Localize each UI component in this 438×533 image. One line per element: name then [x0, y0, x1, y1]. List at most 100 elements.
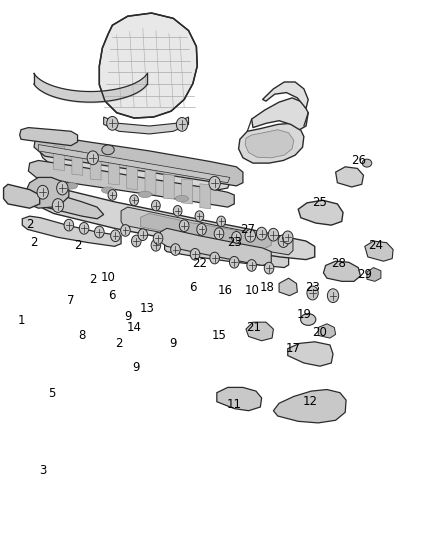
Text: 2: 2: [74, 239, 81, 252]
Ellipse shape: [37, 185, 48, 199]
Ellipse shape: [197, 223, 206, 235]
Text: 12: 12: [303, 395, 318, 408]
Text: 5: 5: [48, 387, 55, 400]
Text: 9: 9: [133, 361, 140, 374]
Ellipse shape: [173, 206, 182, 216]
Ellipse shape: [95, 226, 104, 238]
Polygon shape: [217, 387, 261, 411]
Polygon shape: [20, 127, 78, 146]
Polygon shape: [53, 146, 64, 171]
Ellipse shape: [245, 229, 255, 242]
Ellipse shape: [130, 195, 138, 206]
Ellipse shape: [180, 220, 189, 231]
Polygon shape: [145, 169, 156, 195]
Polygon shape: [279, 278, 297, 296]
Text: 29: 29: [357, 268, 372, 281]
Ellipse shape: [151, 239, 161, 251]
Polygon shape: [121, 207, 293, 255]
Ellipse shape: [278, 235, 289, 247]
Polygon shape: [104, 117, 188, 134]
Text: 14: 14: [127, 321, 141, 334]
Text: 8: 8: [78, 329, 85, 342]
Ellipse shape: [230, 256, 239, 268]
Ellipse shape: [210, 252, 219, 264]
Polygon shape: [109, 160, 119, 185]
Ellipse shape: [79, 222, 89, 234]
Ellipse shape: [87, 151, 99, 165]
Ellipse shape: [111, 230, 120, 241]
Polygon shape: [165, 240, 289, 268]
Text: 13: 13: [140, 302, 155, 316]
Ellipse shape: [327, 289, 339, 303]
Ellipse shape: [153, 232, 163, 244]
Ellipse shape: [108, 190, 117, 200]
Ellipse shape: [362, 159, 372, 167]
Text: 1: 1: [17, 314, 25, 327]
Text: 23: 23: [227, 236, 242, 249]
Polygon shape: [22, 216, 121, 246]
Text: 16: 16: [218, 284, 233, 297]
Text: 2: 2: [89, 273, 96, 286]
Polygon shape: [239, 123, 304, 163]
Polygon shape: [127, 165, 138, 190]
Ellipse shape: [209, 176, 220, 190]
Ellipse shape: [57, 181, 68, 195]
Polygon shape: [4, 184, 40, 208]
Ellipse shape: [300, 314, 316, 325]
Polygon shape: [40, 144, 230, 190]
Text: 23: 23: [305, 281, 320, 294]
Text: 22: 22: [192, 257, 207, 270]
Ellipse shape: [264, 262, 274, 274]
Polygon shape: [163, 174, 174, 199]
Polygon shape: [99, 13, 197, 118]
Polygon shape: [262, 82, 308, 109]
Ellipse shape: [120, 224, 130, 236]
Ellipse shape: [131, 235, 141, 247]
Polygon shape: [159, 228, 271, 265]
Text: 7: 7: [67, 294, 75, 308]
Polygon shape: [90, 155, 101, 180]
Ellipse shape: [214, 228, 224, 239]
Polygon shape: [367, 268, 381, 281]
Polygon shape: [182, 179, 192, 204]
Text: 20: 20: [312, 326, 327, 340]
Ellipse shape: [138, 229, 148, 240]
Ellipse shape: [64, 219, 74, 231]
Text: 15: 15: [212, 329, 226, 342]
Polygon shape: [246, 322, 273, 341]
Text: 24: 24: [368, 239, 383, 252]
Polygon shape: [273, 390, 346, 423]
Ellipse shape: [107, 116, 118, 130]
Polygon shape: [72, 150, 83, 175]
Text: 9: 9: [170, 337, 177, 350]
Ellipse shape: [102, 187, 115, 193]
Polygon shape: [323, 261, 360, 281]
Text: 3: 3: [39, 464, 46, 477]
Ellipse shape: [217, 216, 226, 227]
Ellipse shape: [171, 244, 180, 255]
Polygon shape: [141, 214, 271, 249]
Ellipse shape: [232, 231, 241, 243]
Polygon shape: [25, 177, 69, 208]
Text: 11: 11: [227, 398, 242, 411]
Text: 26: 26: [351, 154, 366, 167]
Ellipse shape: [247, 260, 256, 271]
Polygon shape: [34, 135, 243, 186]
Text: 2: 2: [30, 236, 38, 249]
Text: 21: 21: [246, 321, 261, 334]
Ellipse shape: [52, 199, 64, 213]
Text: 27: 27: [240, 223, 255, 236]
Text: 9: 9: [124, 310, 131, 324]
Ellipse shape: [195, 211, 204, 221]
Text: 25: 25: [312, 196, 327, 209]
Text: 6: 6: [109, 289, 116, 302]
Polygon shape: [298, 200, 343, 225]
Polygon shape: [24, 188, 104, 219]
Polygon shape: [41, 187, 315, 260]
Ellipse shape: [307, 286, 318, 300]
Ellipse shape: [176, 196, 188, 202]
Polygon shape: [365, 241, 393, 261]
Text: 10: 10: [101, 271, 116, 284]
Polygon shape: [252, 98, 308, 130]
Ellipse shape: [177, 117, 187, 131]
